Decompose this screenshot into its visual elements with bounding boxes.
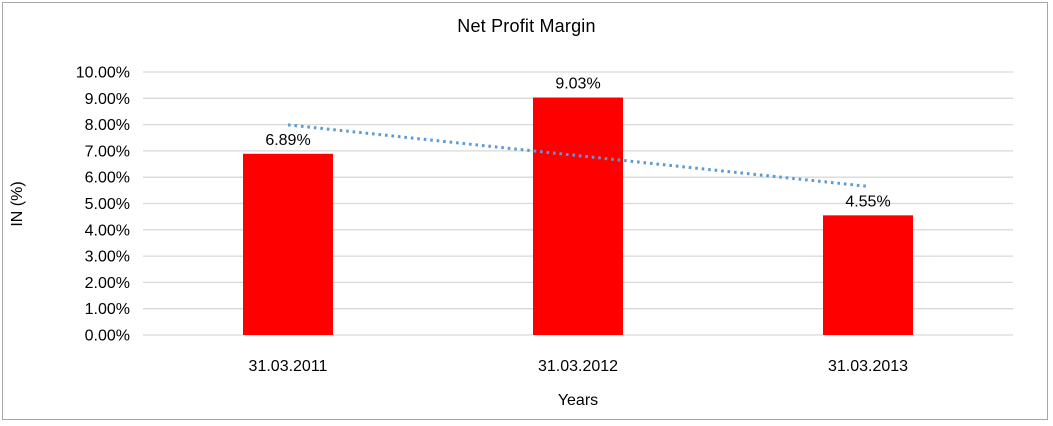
y-tick-label: 10.00% bbox=[76, 65, 130, 82]
x-tick-label: 31.03.2012 bbox=[538, 358, 618, 375]
y-tick-label: 3.00% bbox=[85, 249, 130, 266]
y-tick-label: 6.00% bbox=[85, 170, 130, 187]
data-label: 6.89% bbox=[265, 132, 310, 149]
y-tick-label: 2.00% bbox=[85, 275, 130, 292]
y-tick-label: 8.00% bbox=[85, 117, 130, 134]
bar bbox=[243, 153, 333, 335]
y-tick-label: 1.00% bbox=[85, 301, 130, 318]
data-label: 9.03% bbox=[555, 76, 600, 93]
x-tick-label: 31.03.2011 bbox=[249, 358, 328, 375]
chart-title: Net Profit Margin bbox=[457, 16, 596, 36]
y-tick-label: 7.00% bbox=[85, 143, 130, 160]
data-label: 4.55% bbox=[845, 193, 890, 210]
x-tick-label: 31.03.2013 bbox=[828, 358, 908, 375]
bar bbox=[533, 97, 623, 335]
y-tick-label: 9.00% bbox=[85, 91, 130, 108]
y-tick-label: 4.00% bbox=[85, 222, 130, 239]
y-tick-label: 5.00% bbox=[85, 196, 130, 213]
bar bbox=[823, 215, 913, 335]
x-axis-title: Years bbox=[557, 392, 599, 409]
y-tick-label: 0.00% bbox=[85, 328, 130, 345]
